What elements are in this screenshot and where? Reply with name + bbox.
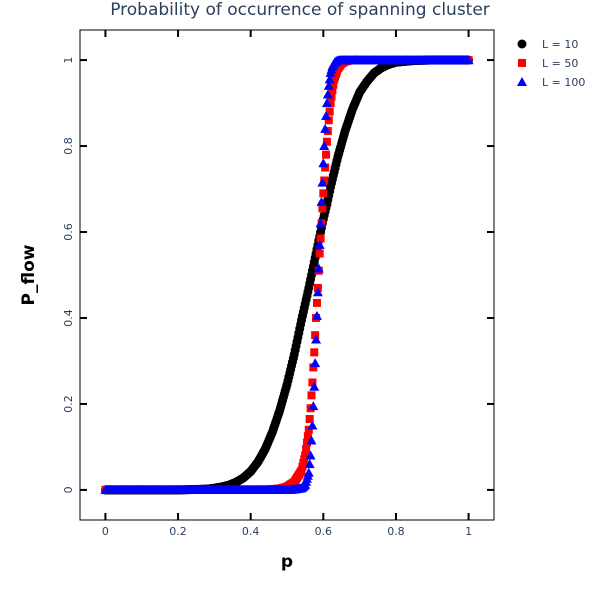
data-point [321,163,330,172]
y-tick-label: 0.4 [62,309,75,327]
data-point [303,467,314,477]
data-point [311,331,320,340]
data-point [316,196,327,206]
legend-label: L = 100 [542,76,585,89]
data-point [310,348,319,357]
data-point [326,99,335,108]
series-0 [100,55,474,495]
x-tick-label: 0.2 [169,525,187,538]
data-point [312,298,321,307]
data-point [321,110,332,120]
data-point [322,137,331,146]
data-point [307,391,316,400]
x-tick-label: 0 [102,525,109,538]
legend-marker [517,77,527,86]
data-point [303,432,312,441]
data-point [315,218,326,228]
data-point [315,249,324,258]
series-1 [101,56,473,494]
data-point [310,358,321,368]
data-point [304,459,315,469]
chart-title: Probability of occurrence of spanning cl… [110,0,490,20]
legend-item: L = 50 [518,57,578,70]
data-point [323,80,334,90]
data-point [302,445,311,454]
data-point [329,80,338,89]
y-tick-label: 0.2 [62,395,75,413]
legend-item: L = 100 [517,76,585,89]
data-point [320,123,331,133]
legend-marker [518,59,526,67]
legend-item: L = 10 [517,38,578,51]
data-point [319,189,328,198]
data-point [309,381,320,391]
data-point [313,263,324,273]
data-point [328,86,337,95]
data-point [317,177,328,187]
y-axis-title: P_flow [19,244,39,305]
data-point [319,141,330,151]
data-point [309,363,318,372]
y-tick-label: 0.6 [62,223,75,241]
data-point [311,310,322,320]
data-point [322,150,331,159]
data-point [321,98,332,108]
y-tick-label: 0.8 [62,137,75,155]
data-point [324,74,335,84]
x-tick-label: 0.4 [242,525,260,538]
data-point [463,55,474,65]
data-point [311,334,322,344]
data-point [306,435,317,445]
data-point [304,425,313,434]
x-axis-title: p [281,552,293,572]
data-point [318,158,329,168]
data-point [314,239,325,249]
y-tick-label: 1 [62,57,75,64]
legend: L = 10 L = 50 L = 100 [517,38,585,89]
data-point [301,451,310,460]
data-point [308,401,319,411]
data-point [312,287,323,297]
data-point [318,204,327,213]
x-tick-label: 0.8 [387,525,405,538]
data-point [305,450,316,460]
legend-label: L = 50 [542,57,578,70]
data-point [305,414,314,423]
data-point [302,438,311,447]
x-tick-label: 1 [465,525,472,538]
data-point [325,107,334,116]
legend-label: L = 10 [542,38,578,51]
data-point [322,89,333,99]
x-tick-label: 0.6 [315,525,333,538]
data-point [324,116,333,125]
marks-layer [100,55,474,495]
data-point [320,176,329,185]
data-point [308,378,317,387]
axes-layer: 0 0.2 0.4 0.6 0.8 1 0 0.2 0.4 0.6 0.8 1 [62,29,495,538]
data-point [316,234,325,243]
y-tick-label: 0 [62,486,75,493]
data-point [307,420,318,430]
plot-frame [79,29,495,521]
series-2 [100,55,474,494]
legend-marker [517,39,527,49]
